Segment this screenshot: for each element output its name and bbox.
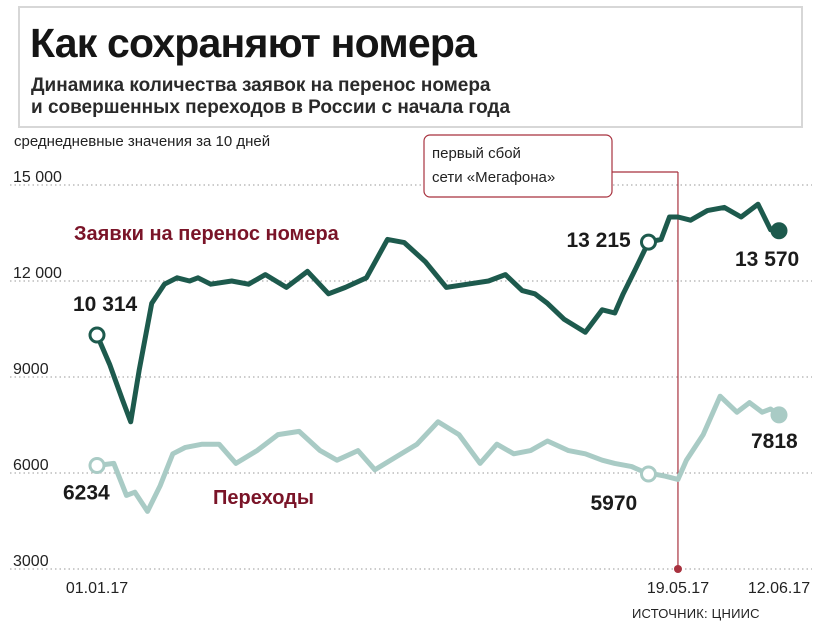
x-tick-label: 01.01.17 (66, 580, 128, 597)
point-markers (88, 222, 788, 483)
chart-title: Как сохраняют номера (30, 20, 477, 66)
event-marker: первый сбой сети «Мегафона» (423, 134, 682, 573)
point-marker-transfers (639, 465, 657, 483)
series-name-applications: Заявки на перенос номера (74, 223, 340, 245)
data-label-transfers: 7818 (751, 430, 798, 453)
point-marker-applications (88, 326, 106, 344)
point-marker-transfers (770, 406, 788, 424)
point-marker-applications (770, 222, 788, 240)
data-label-applications: 13 215 (566, 229, 631, 252)
unit-note: среднедневные значения за 10 дней (14, 133, 271, 150)
event-text-line-2: сети «Мегафона» (432, 169, 555, 186)
y-axis-ticks: 3000 6000 9000 12 000 15 000 (13, 169, 62, 570)
y-tick-label: 9000 (13, 361, 49, 378)
subtitle-line-1: Динамика количества заявок на перенос но… (31, 75, 491, 96)
event-text-line-1: первый сбой (432, 145, 521, 162)
x-tick-label: 12.06.17 (748, 580, 810, 597)
y-tick-label: 3000 (13, 553, 49, 570)
point-marker-applications (639, 233, 657, 251)
event-dot (673, 565, 682, 573)
data-label-applications: 13 570 (735, 248, 799, 271)
x-tick-label: 19.05.17 (647, 580, 709, 597)
series-line-applications (94, 201, 782, 425)
data-label-applications: 10 314 (73, 293, 138, 316)
title-box (18, 6, 803, 128)
series-line-transfers (94, 393, 782, 514)
y-tick-label: 6000 (13, 457, 49, 474)
data-label-transfers: 6234 (63, 482, 110, 505)
data-labels: 10 314 13 215 13 570 6234 5970 7818 (63, 229, 799, 515)
point-marker-transfers (88, 457, 106, 475)
event-box (423, 134, 613, 198)
series-group (94, 201, 782, 514)
y-tick-label: 12 000 (13, 265, 62, 282)
x-axis-ticks: 01.01.17 19.05.17 12.06.17 (66, 580, 810, 597)
grid-lines (10, 184, 812, 570)
data-label-transfers: 5970 (590, 492, 637, 515)
subtitle-line-2: и совершенных переходов в России с начал… (31, 97, 511, 118)
source-note: ИСТОЧНИК: ЦНИИС (632, 606, 760, 621)
series-name-transfers: Переходы (213, 487, 314, 509)
chart-subtitle: Динамика количества заявок на перенос но… (31, 75, 510, 119)
y-tick-label: 15 000 (13, 169, 62, 186)
